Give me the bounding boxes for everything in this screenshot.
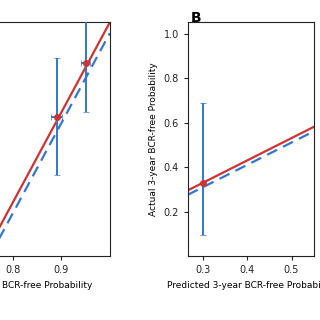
Y-axis label: Actual 3-year BCR-free Probability: Actual 3-year BCR-free Probability xyxy=(149,62,158,216)
X-axis label: BCR-free Probability: BCR-free Probability xyxy=(2,281,92,290)
Text: B: B xyxy=(190,11,201,25)
X-axis label: Predicted 3-year BCR-free Probability: Predicted 3-year BCR-free Probability xyxy=(167,281,320,290)
